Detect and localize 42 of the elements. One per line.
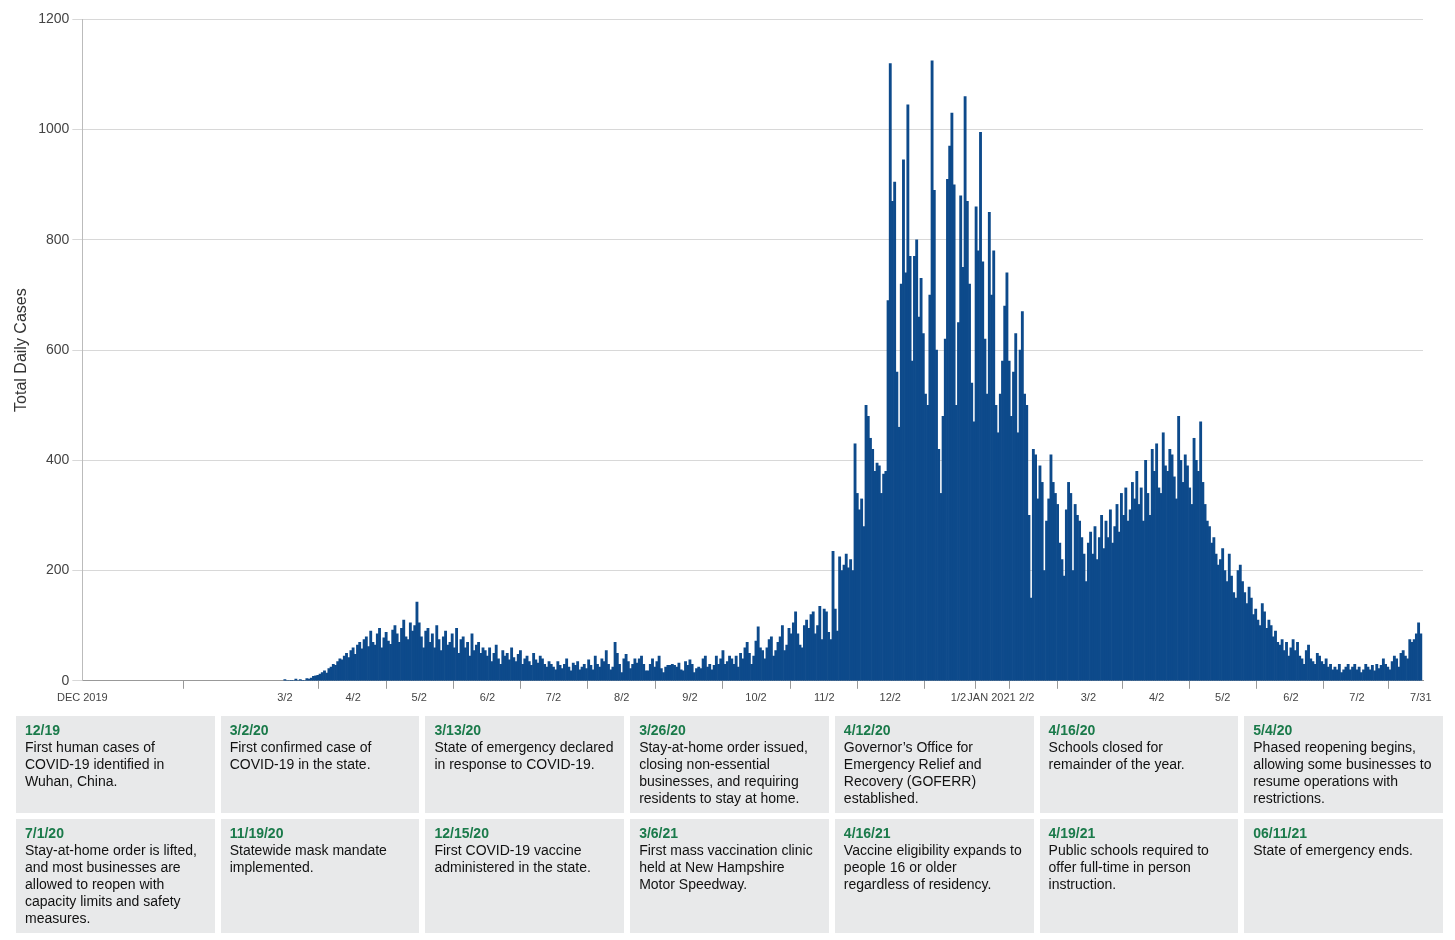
x-tick-label: 2/2	[1019, 691, 1035, 704]
text: 5/4/20 Phased reopening begins, allowing some businesses to resume operations with restrictions.	[1253, 722, 1433, 807]
text: 3/13/20 State of emergency declared in response to COVID-19.	[434, 722, 615, 773]
y-tick-label: 600	[45, 340, 70, 357]
x-tick-label: 1/2	[950, 691, 967, 704]
x-tick-label: 7/31	[1410, 691, 1432, 704]
y-tick-label: 1000	[38, 120, 70, 137]
x-tick-label: 3/2	[277, 691, 293, 704]
x-tick-label: 8/2	[614, 691, 630, 704]
x-tick-label: 3/2	[1080, 691, 1097, 704]
x-tick-label: 5/2	[1215, 691, 1231, 704]
x-tick-label: 12/2	[879, 691, 901, 704]
x-tick-label: 10/2	[745, 691, 767, 704]
y-tick-label: 400	[45, 451, 70, 468]
x-tick-label: 6/2	[1283, 691, 1299, 704]
x-tick-label: 7/2	[545, 691, 562, 704]
x-tick-label: 7/2	[1349, 691, 1365, 704]
text: 3/6/21 First mass vaccination clinic held at New Hampshire Motor Speedway.	[639, 825, 814, 893]
text: 12/15/20 First COVID-19 vaccine administered in the state.	[434, 825, 592, 876]
text: 7/1/20 Stay-at-home order is lifted, and most businesses are allowed to reopen with capacity limits and safety measures.	[25, 825, 198, 927]
y-tick-label: 0	[61, 671, 70, 688]
x-tick-label: 11/2	[813, 691, 835, 704]
text: 4/19/21 Public schools required to offer full-time in person instruction.	[1048, 825, 1210, 893]
x-tick-label: DEC 2019	[56, 691, 108, 704]
y-axis-title: Total Daily Cases	[12, 288, 30, 412]
y-tick-label: 200	[45, 561, 70, 578]
x-tick-label: 9/2	[682, 691, 698, 704]
text: 4/16/20 Schools closed for remainder of the year.	[1048, 722, 1186, 773]
text: 06/11/21 State of emergency ends.	[1253, 825, 1414, 859]
y-tick-label: 1200	[38, 10, 70, 27]
y-tick-label: 800	[45, 230, 70, 247]
x-tick-label: 5/2	[411, 691, 427, 704]
text: 4/12/20 Governor’s Office for Emergency Relief and Recovery (GOFERR) established.	[843, 722, 983, 807]
text: 4/16/21 Vaccine eligibility expands to people 16 or older regardless of residency.	[843, 825, 1023, 893]
text: 11/19/20 Statewide mask mandate implemented.	[229, 825, 388, 876]
text: 12/19 First human cases of COVID-19 identified in Wuhan, China.	[25, 722, 166, 790]
x-tick-label: 4/2	[345, 691, 361, 704]
x-tick-label: JAN 2021	[967, 691, 1016, 704]
text: 3/26/20 Stay-at-home order issued, closing non-essential businesses, and requiring residents to stay at home.	[639, 722, 809, 807]
text: 3/2/20 First confirmed case of COVID-19 in the state.	[229, 722, 373, 773]
x-tick-label: 6/2	[479, 691, 496, 704]
x-tick-label: 4/2	[1148, 691, 1165, 704]
